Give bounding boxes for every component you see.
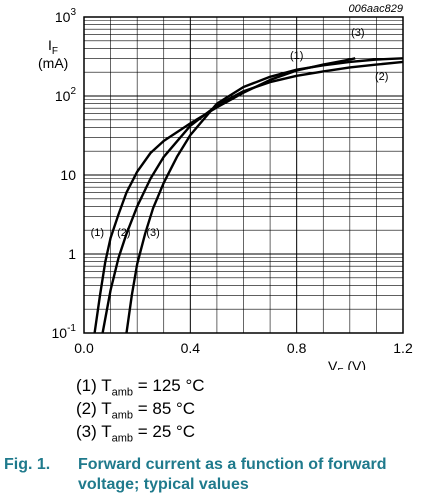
y-tick-label: 103 <box>55 7 77 25</box>
x-tick-label: 0.0 <box>74 340 94 356</box>
series-line-2 <box>101 60 404 334</box>
curve-label: (2) <box>117 227 130 239</box>
curve-labels: (1) (3) (2) (1) (2) (3) <box>91 27 389 239</box>
figure-number: Fig. 1. <box>4 456 51 473</box>
curve-label: (3) <box>351 27 364 39</box>
x-tick-label: 1.2 <box>393 340 413 356</box>
grid <box>84 17 403 333</box>
legend-item-1: (1) Tamb = 125 °C <box>76 376 205 399</box>
series-line-3 <box>125 57 404 334</box>
legend-item-3: (3) Tamb = 25 °C <box>76 422 196 445</box>
x-tick-label: 0.4 <box>181 340 201 356</box>
forward-current-chart: (1)(3)(2)(1) (2) (3) 0.0 0.4 0.8 1.2103102101… <box>38 3 413 370</box>
curve-label: (1) <box>91 227 104 239</box>
figure-id-label: 006aac829 <box>349 3 403 15</box>
figure-caption-text: Forward current as a function of forward… <box>78 456 387 493</box>
y-tick-label: 10-1 <box>52 323 77 341</box>
x-tick-label: 0.8 <box>287 340 307 356</box>
curve-label: (2) <box>375 71 388 83</box>
y-axis-unit: (mA) <box>38 55 68 71</box>
curve-label: (1) <box>290 50 303 62</box>
x-axis-label: VF (V) <box>328 358 366 370</box>
curves <box>93 57 404 334</box>
y-axis-label: IF <box>48 37 58 57</box>
y-tick-label: 10 <box>60 167 76 183</box>
y-tick-label: 102 <box>55 86 77 104</box>
legend-item-2: (2) Tamb = 85 °C <box>76 399 196 422</box>
curve-label: (3) <box>146 227 159 239</box>
plot-frame <box>83 16 404 334</box>
y-tick-label: 1 <box>68 246 76 262</box>
